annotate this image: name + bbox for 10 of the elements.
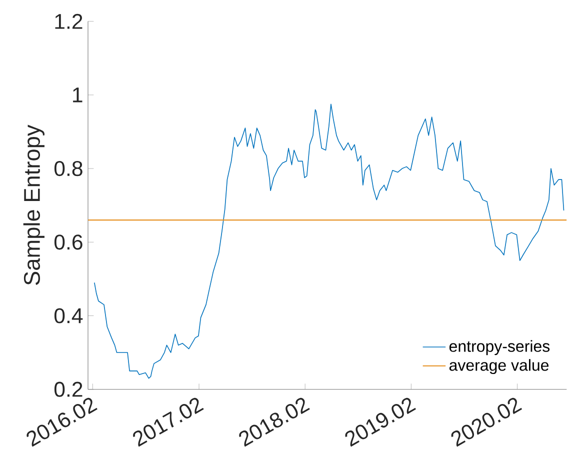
line-series	[94, 104, 564, 379]
legend-label: entropy-series	[449, 340, 550, 356]
y-tick-label: 0.2	[54, 382, 82, 397]
legend-label: average value	[449, 359, 549, 374]
y-tick-label: 1.2	[55, 14, 82, 29]
y-tick-label: 1	[73, 88, 82, 102]
y-tick-label: 0.4	[54, 308, 83, 324]
y-tick-label: 0.6	[54, 234, 82, 250]
y-axis-title: Sample Entropy	[23, 124, 44, 285]
y-tick-label: 0.8	[54, 160, 82, 176]
